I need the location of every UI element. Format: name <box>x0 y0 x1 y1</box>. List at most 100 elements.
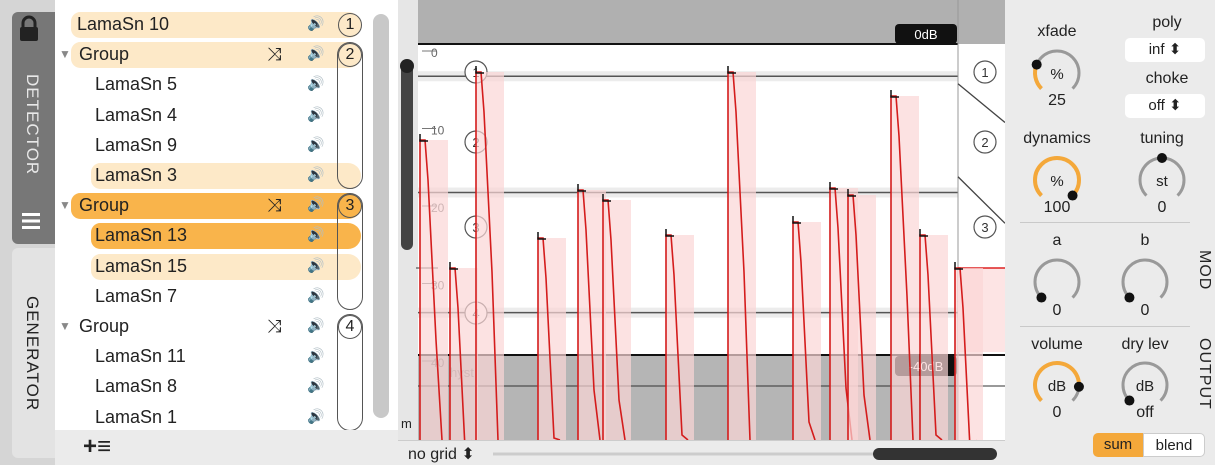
add-list-button[interactable]: +≡ <box>83 433 112 460</box>
group-row[interactable]: ▼ Group ⤨ 🔊 <box>55 312 375 340</box>
tuning-knob-unit: st <box>1156 173 1169 190</box>
speaker-icon[interactable]: 🔊 <box>307 167 325 183</box>
drylev-label: dry lev <box>1121 336 1169 353</box>
speaker-icon[interactable]: 🔊 <box>307 318 325 334</box>
speaker-icon[interactable]: 🔊 <box>307 106 325 123</box>
speaker-icon[interactable]: 🔊 <box>307 136 325 153</box>
sample-row[interactable]: LamaSn 3 🔊 <box>55 161 375 189</box>
row-highlight <box>71 193 361 220</box>
speaker-icon[interactable]: 🔊 <box>307 76 325 93</box>
speaker-icon[interactable]: 🔊 <box>307 257 325 274</box>
row-label: LamaSn 4 <box>95 104 178 125</box>
row-label: Group <box>79 316 130 336</box>
drylev-value: off <box>1136 404 1154 421</box>
expand-triangle-icon[interactable]: ▼ <box>59 198 71 213</box>
waveform-plot[interactable]: 010203040hystm0dB-40dB11223344 <box>398 0 1005 440</box>
output-section-label: OUTPUT <box>1196 338 1213 410</box>
row-label: LamaSn 9 <box>95 134 178 155</box>
sample-row[interactable]: LamaSn 8 🔊 <box>55 372 375 400</box>
list-scrollbar[interactable] <box>373 14 389 418</box>
scale-tick-label: 10 <box>431 124 445 138</box>
onset-marker <box>475 66 484 74</box>
mod-b-label: b <box>1140 232 1150 249</box>
group-bracket <box>337 42 363 189</box>
speaker-icon[interactable]: 🔊 <box>307 46 325 63</box>
grid-select[interactable]: no grid ⬍ <box>408 446 475 463</box>
sample-list-panel: LamaSn 10 🔊 ▼ Group ⤨ 🔊 LamaSn 5 🔊 LamaSn 4 🔊 Lama… <box>55 0 398 465</box>
tab-detector[interactable]: DETECTOR <box>12 12 55 244</box>
lock-icon[interactable] <box>18 14 40 46</box>
tuning-label: tuning <box>1140 130 1184 147</box>
dynamics-knob-unit: % <box>1050 173 1063 190</box>
onset-marker <box>727 66 736 74</box>
sample-row[interactable]: LamaSn 1 🔊 <box>55 403 375 431</box>
tab-generator[interactable]: GENERATOR <box>12 248 55 458</box>
menu-icon[interactable] <box>22 213 40 229</box>
sample-row[interactable]: LamaSn 5 🔊 <box>55 70 375 98</box>
expand-triangle-icon[interactable]: ▼ <box>59 47 71 62</box>
sample-row[interactable]: LamaSn 7 🔊 <box>55 282 375 310</box>
knobs-layer: %% st dB dB <box>1031 49 1186 406</box>
row-label: LamaSn 5 <box>95 74 178 95</box>
zoom-scrollbar[interactable] <box>493 445 1001 463</box>
group-row[interactable]: ▼ Group ⤨ 🔊 <box>55 191 375 220</box>
sample-row[interactable]: LamaSn 10 🔊 <box>55 10 375 38</box>
onset-marker <box>537 232 546 240</box>
volume-knob-unit: dB <box>1048 378 1066 395</box>
onset-marker <box>954 262 963 270</box>
shuffle-icon[interactable]: ⤨ <box>267 44 282 65</box>
row-label: LamaSn 7 <box>95 285 178 306</box>
sample-row[interactable]: LamaSn 11 🔊 <box>55 342 375 370</box>
top-db-badge: 0dB <box>914 27 937 42</box>
group-number-badge[interactable]: 2 <box>338 43 362 68</box>
speaker-icon[interactable]: 🔊 <box>307 197 325 214</box>
blend-button[interactable]: blend <box>1143 433 1205 457</box>
row-label: LamaSn 1 <box>95 406 178 427</box>
controls-panel: xfade poly inf ⬍ choke off ⬍ 25 dynamics… <box>1005 0 1215 465</box>
tuning-value: 0 <box>1157 199 1167 216</box>
mod-a-value: 0 <box>1052 302 1062 319</box>
xfade-knob-unit: % <box>1050 66 1063 83</box>
shuffle-icon[interactable]: ⤨ <box>267 195 282 216</box>
onset-marker <box>829 182 838 190</box>
group-row[interactable]: ▼ Group ⤨ 🔊 <box>55 40 375 69</box>
group-number-badge[interactable]: 3 <box>338 194 362 219</box>
mod-b-value: 0 <box>1140 302 1150 319</box>
xfade-value: 25 <box>1048 92 1066 109</box>
onset-marker <box>577 184 586 192</box>
m-label: m <box>401 416 412 431</box>
speaker-icon[interactable]: 🔊 <box>307 378 325 395</box>
speaker-icon[interactable]: 🔊 <box>307 287 325 304</box>
row-highlight <box>91 163 361 189</box>
speaker-icon[interactable]: 🔊 <box>307 348 325 365</box>
choke-label: choke <box>1145 70 1189 87</box>
sample-row[interactable]: LamaSn 13 🔊 <box>55 221 375 250</box>
group-number-badge[interactable]: 1 <box>338 13 362 37</box>
onset-marker <box>602 194 611 202</box>
onset-marker <box>919 229 928 237</box>
group-bracket <box>337 193 363 310</box>
row-highlight <box>71 12 361 38</box>
sample-row[interactable]: LamaSn 9 🔊 <box>55 131 375 159</box>
detector-display: 010203040hystm0dB-40dB11223344 no grid ⬍ <box>398 0 1005 465</box>
sample-row[interactable]: LamaSn 4 🔊 <box>55 101 375 129</box>
row-highlight <box>91 223 361 250</box>
display-bottombar: no grid ⬍ <box>398 440 1005 465</box>
poly-dropdown[interactable]: inf ⬍ <box>1125 38 1205 62</box>
group-number-badge[interactable]: 4 <box>338 315 362 339</box>
row-label: LamaSn 3 <box>95 165 178 185</box>
speaker-icon[interactable]: 🔊 <box>307 16 325 32</box>
row-label: LamaSn 8 <box>95 376 178 397</box>
sum-button[interactable]: sum <box>1093 433 1143 457</box>
dynamics-label: dynamics <box>1023 130 1091 147</box>
poly-value: inf <box>1148 41 1165 58</box>
sample-row[interactable]: LamaSn 15 🔊 <box>55 252 375 280</box>
volume-value: 0 <box>1052 404 1062 421</box>
speaker-icon[interactable]: 🔊 <box>307 227 325 244</box>
choke-dropdown[interactable]: off ⬍ <box>1125 94 1205 118</box>
shuffle-icon[interactable]: ⤨ <box>267 316 282 336</box>
onset-marker <box>665 229 674 237</box>
speaker-icon[interactable]: 🔊 <box>307 408 325 425</box>
expand-triangle-icon[interactable]: ▼ <box>59 319 71 333</box>
